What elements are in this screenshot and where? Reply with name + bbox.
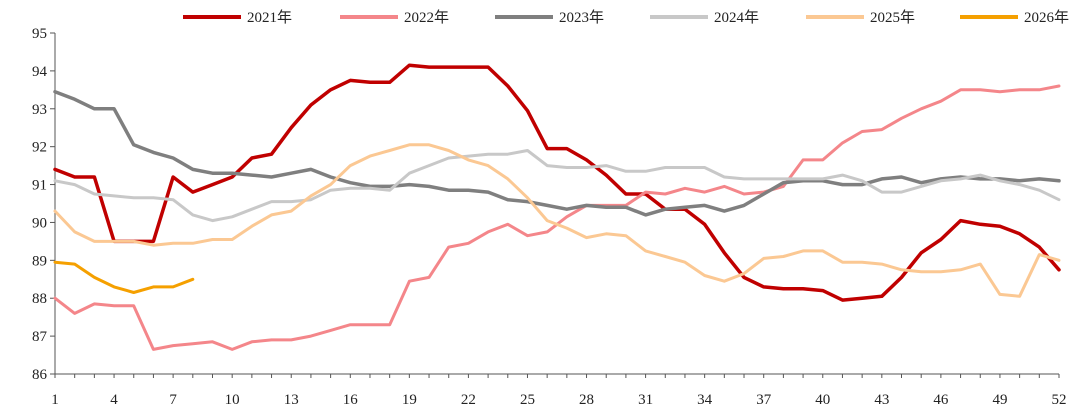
y-tick-label: 88 (32, 291, 47, 307)
series-line-5 (53, 143, 1061, 298)
x-tick-label: 16 (343, 392, 359, 408)
y-tick-label: 92 (32, 140, 47, 156)
x-tick-label: 34 (697, 392, 713, 408)
series-line-4 (53, 149, 1061, 223)
x-tick-label: 40 (815, 392, 830, 408)
legend-label: 2024年 (714, 9, 759, 26)
legend-item: 2024年 (650, 9, 759, 26)
x-tick-label: 13 (284, 392, 299, 408)
legend-item: 2023年 (495, 9, 604, 26)
legend-item: 2022年 (340, 9, 449, 26)
y-tick-label: 90 (32, 215, 47, 231)
y-tick-label: 86 (32, 367, 48, 383)
legend-item: 2025年 (806, 9, 915, 26)
x-tick-label: 19 (402, 392, 417, 408)
y-tick-label: 89 (32, 253, 47, 269)
legend-label: 2026年 (1024, 9, 1069, 26)
x-tick-label: 52 (1052, 392, 1067, 408)
x-tick-label: 25 (520, 392, 535, 408)
legend-label: 2022年 (404, 9, 449, 26)
x-tick-label: 28 (579, 392, 594, 408)
x-tick-label: 4 (110, 392, 118, 408)
axes: 86 87 88 89 90 91 92 93 94 95 1 4 7 10 13 16 19 22 25 28 31 3… (32, 26, 1067, 408)
y-tick-label: 95 (32, 26, 47, 42)
x-tick-label: 37 (756, 392, 772, 408)
legend-item: 2021年 (183, 9, 292, 26)
y-tick-label: 93 (32, 102, 47, 118)
x-tick-label: 1 (51, 392, 59, 408)
x-tick-label: 22 (461, 392, 476, 408)
legend-item: 2026年 (960, 9, 1069, 26)
legend-label: 2023年 (559, 9, 604, 26)
y-tick-label: 94 (32, 64, 48, 80)
x-tick-label: 31 (638, 392, 653, 408)
legend: 2021年 2022年 2023年 2024年 2025年 2026年 (183, 9, 1069, 26)
y-tick-label: 87 (32, 329, 48, 345)
x-tick-label: 10 (225, 392, 240, 408)
y-tick-label: 91 (32, 178, 47, 194)
plot-area (53, 63, 1061, 351)
legend-label: 2021年 (247, 9, 292, 26)
series-line-6 (53, 260, 195, 294)
series-line-1 (53, 63, 1061, 302)
x-tick-label: 7 (169, 392, 177, 408)
x-tick-label: 46 (933, 392, 949, 408)
series-line-3 (53, 89, 1061, 217)
x-tick-label: 49 (992, 392, 1007, 408)
legend-label: 2025年 (870, 9, 915, 26)
x-tick-label: 43 (874, 392, 889, 408)
